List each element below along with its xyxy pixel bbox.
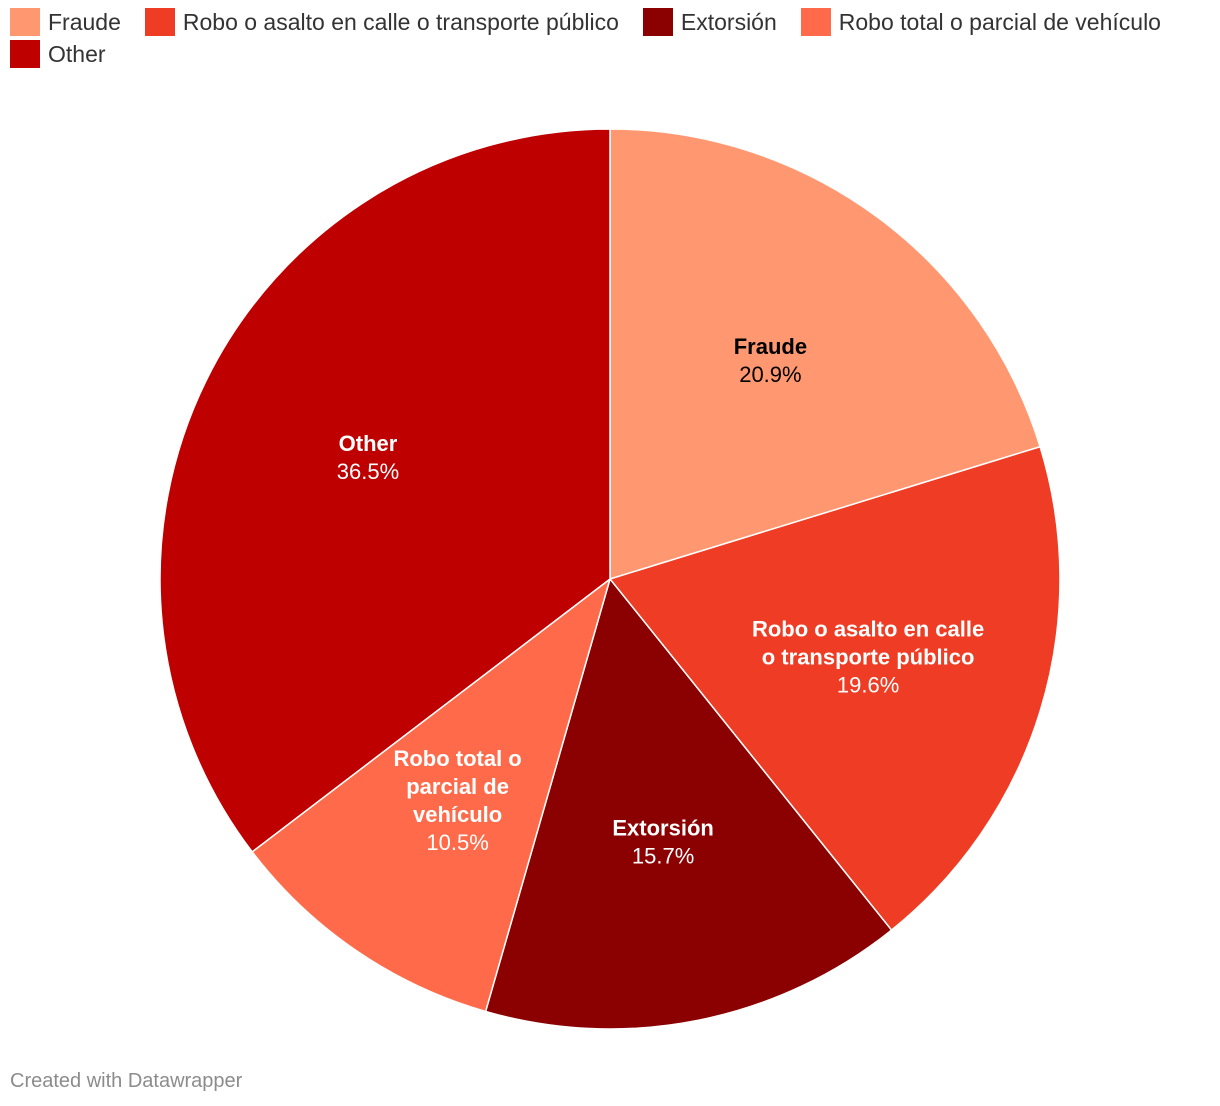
legend-swatch-fraude [10,8,40,36]
slice-value-other: 36.5% [337,459,399,484]
pie-slice-robo-vehiculo [251,578,611,1013]
slice-value-extorsion: 15.7% [632,844,694,869]
slice-name-extorsion: Extorsión [612,816,713,841]
pie-slice-robo-asalto [609,445,1061,931]
slice-name-robo-vehiculo: parcial de [406,774,509,799]
slice-value-robo-vehiculo: 10.5% [426,830,488,855]
legend-item-fraude: Fraude [10,8,121,36]
slice-label-fraude: Fraude 20.9% [734,334,807,387]
chart-legend: Fraude Robo o asalto en calle o transpor… [10,8,1210,68]
slice-name-robo-vehiculo: Robo total o [393,746,521,771]
legend-label-extorsion: Extorsión [680,8,777,35]
pie-slices [159,128,1061,1030]
slice-name-robo-vehiculo: vehículo [413,802,502,827]
slice-label-robo-asalto: Robo o asalto en calle o transporte públi… [752,616,984,697]
legend-label-robo-vehiculo: Robo total o parcial de vehículo [838,8,1161,35]
legend-item-extorsion: Extorsión [642,8,777,36]
slice-label-extorsion: Extorsión 15.7% [612,816,713,869]
legend-item-other: Other [10,40,106,68]
slice-value-fraude: 20.9% [739,362,801,387]
slice-value-robo-asalto: 19.6% [837,672,899,697]
legend-swatch-robo-asalto [144,8,175,36]
pie-labels: Fraude 20.9% Robo o asalto en calle o trans… [337,334,984,869]
slice-name-other: Other [339,431,398,456]
slice-label-robo-vehiculo: Robo total o parcial de vehículo 10.5% [393,746,521,855]
legend-label-fraude: Fraude [48,8,121,35]
legend-swatch-robo-vehiculo [800,8,831,36]
slice-name-robo-asalto: Robo o asalto en calle [752,616,984,641]
legend-swatch-other [10,40,40,68]
slice-label-other: Other 36.5% [337,431,399,484]
pie-slice-other [159,128,611,853]
pie-slice-fraude [609,128,1041,580]
slice-name-fraude: Fraude [734,334,807,359]
legend-item-robo-vehiculo: Robo total o parcial de vehículo [800,8,1161,36]
legend-label-other: Other [48,40,106,67]
legend-item-robo-asalto: Robo o asalto en calle o transporte públ… [144,8,619,36]
pie-slice-extorsion [484,578,893,1030]
legend-label-robo-asalto: Robo o asalto en calle o transporte públ… [182,8,619,35]
credit-text: Created with Datawrapper [10,1070,243,1092]
legend-swatch-extorsion [642,8,673,36]
slice-name-robo-asalto: o transporte público [762,644,975,669]
